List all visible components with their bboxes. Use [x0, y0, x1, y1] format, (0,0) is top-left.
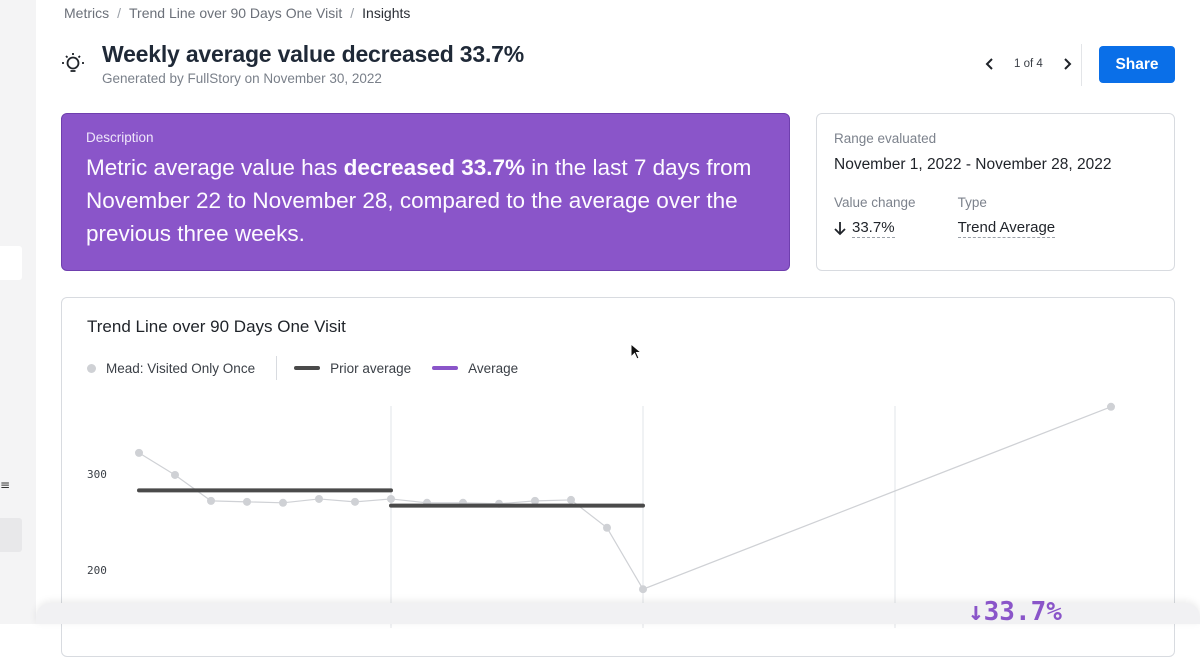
legend-separator [276, 356, 278, 380]
legend-item-average[interactable]: Average [432, 361, 518, 376]
series-line [138, 406, 1112, 590]
legend-line-icon [432, 366, 459, 370]
chart-legend: Mead: Visited Only Once Prior average Av… [87, 356, 518, 380]
data-point [531, 496, 539, 505]
chevron-left-icon[interactable] [980, 52, 1000, 76]
breadcrumb-current: Insights [362, 5, 411, 21]
filter-icon[interactable]: ≡ [0, 478, 11, 492]
value-change[interactable]: 33.7% [852, 219, 895, 238]
description-card: Description Metric average value has dec… [61, 113, 790, 271]
description-text-bold: decreased 33.7% [343, 155, 526, 180]
share-button[interactable]: Share [1099, 46, 1175, 83]
chart-change-label: ↓33.7% [968, 597, 1062, 627]
y-tick-label: 200 [87, 564, 107, 577]
legend-label: Prior average [330, 360, 412, 376]
data-point [603, 523, 611, 532]
legend-item-prior-average[interactable]: Prior average [294, 361, 411, 376]
chart-title: Trend Line over 90 Days One Visit [87, 317, 346, 336]
description-text: Metric average value has decreased 33.7%… [86, 151, 765, 250]
legend-dot-icon [87, 363, 96, 373]
range-card: Range evaluated November 1, 2022 - Novem… [816, 113, 1175, 271]
data-point [639, 585, 647, 594]
data-point [243, 497, 251, 506]
breadcrumb-metric[interactable]: Trend Line over 90 Days One Visit [129, 5, 343, 21]
bottom-bar [36, 603, 1200, 624]
left-rail: ≡ [0, 0, 36, 624]
description-text-before: Metric average value has [86, 155, 344, 180]
header-divider [1081, 44, 1082, 86]
type-value[interactable]: Trend Average [957, 219, 1056, 238]
breadcrumb-separator: / [350, 5, 355, 21]
breadcrumb-metrics[interactable]: Metrics [64, 5, 110, 21]
page-title: Weekly average value decreased 33.7% [102, 41, 524, 67]
generated-by: Generated by FullStory on November 30, 2… [102, 71, 382, 86]
data-point [1107, 402, 1115, 411]
type-label: Type [957, 195, 987, 210]
data-point [387, 494, 395, 503]
data-point [351, 497, 359, 506]
chevron-right-icon[interactable] [1057, 52, 1077, 76]
range-label: Range evaluated [834, 131, 937, 146]
rail-item[interactable] [0, 518, 22, 552]
data-point [135, 448, 143, 457]
breadcrumb: Metrics / Trend Line over 90 Days One Vi… [64, 5, 410, 21]
legend-label: Average [468, 360, 519, 376]
y-tick-label: 300 [87, 468, 107, 481]
lightbulb-icon [62, 53, 84, 72]
breadcrumb-separator: / [117, 5, 122, 21]
arrow-down-icon [834, 222, 846, 236]
data-point [207, 496, 215, 505]
data-point [279, 498, 287, 507]
chart-plot: 300 200 [87, 402, 1115, 628]
legend-line-icon [294, 366, 321, 370]
legend-item-visited-once[interactable]: Mead: Visited Only Once [87, 361, 255, 376]
mouse-cursor-icon [630, 343, 642, 360]
data-point [315, 494, 323, 503]
legend-label: Mead: Visited Only Once [106, 360, 256, 376]
data-point [171, 470, 179, 479]
insight-pager: 1 of 4 [980, 52, 1077, 76]
description-text-after: in the last 7 days from November 22 to N… [86, 155, 752, 246]
description-label: Description [86, 130, 154, 145]
data-point [567, 495, 575, 504]
pager-count: 1 of 4 [1014, 58, 1043, 70]
value-change-label: Value change [834, 195, 916, 210]
rail-item[interactable] [0, 246, 22, 280]
range-value: November 1, 2022 - November 28, 2022 [834, 156, 1112, 173]
